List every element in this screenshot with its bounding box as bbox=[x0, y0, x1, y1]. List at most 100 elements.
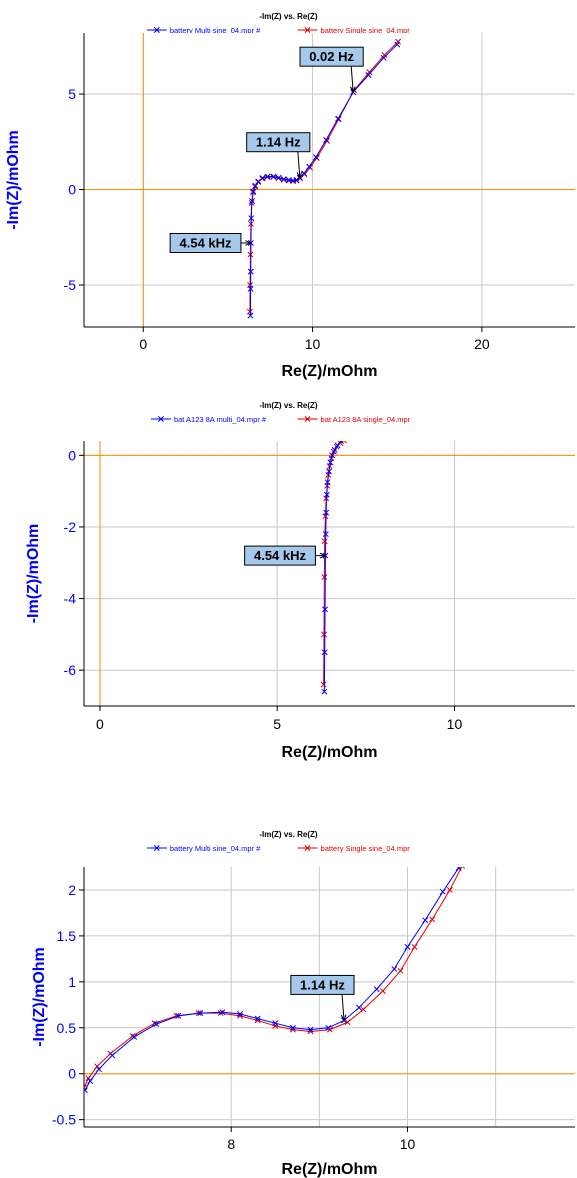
chart-3-series-2-point-22 bbox=[459, 867, 466, 870]
chart-3-series-2-point-1 bbox=[85, 1075, 92, 1082]
chart-2-xtick-label-2: 10 bbox=[447, 716, 463, 732]
chart-2-xtick-label-1: 5 bbox=[273, 716, 281, 732]
chart-3-series-1-point-4 bbox=[131, 1034, 138, 1040]
chart-2-series-1-point-0 bbox=[321, 688, 328, 695]
chart-3-series-2-point-20 bbox=[429, 916, 436, 923]
chart-2-series-1-point-7 bbox=[324, 479, 331, 486]
chart-3-legend-label-1: battery Multi sine_04.mpr # bbox=[170, 844, 261, 853]
chart-2-annotation-label-1: 4.54 kHz bbox=[254, 548, 307, 563]
chart-1-xtick-label-1: 10 bbox=[305, 336, 321, 352]
chart-1-annotation-arrowhead-1 bbox=[350, 86, 356, 94]
chart-3-series-1-point-5 bbox=[153, 1021, 160, 1028]
chart-1-series-1-point-16 bbox=[293, 177, 300, 183]
chart-2-legend-marker-1 bbox=[157, 416, 164, 422]
chart-1-legend-item-1: battery Multi sine_04.mpr # bbox=[146, 26, 261, 35]
chart-1-ytick-label-0: 5 bbox=[68, 86, 76, 102]
chart-3-series-1-point-7 bbox=[197, 1010, 204, 1017]
chart-2-series-1-point-4 bbox=[322, 531, 329, 538]
chart-1-annotation-label-2: 1.14 Hz bbox=[256, 135, 301, 150]
chart-2-series-1-point-11 bbox=[331, 446, 338, 453]
chart-1-series-1-point-25 bbox=[380, 54, 387, 61]
chart-2-series-2-point-0 bbox=[320, 681, 327, 688]
chart-3-legend-marker-2 bbox=[304, 845, 311, 851]
chart-2-legend-item-1: bat A123 8A multi_04.mpr # bbox=[150, 415, 267, 424]
chart-3-legend-item-1: battery Multi sine_04.mpr # bbox=[146, 844, 261, 853]
chart-2-annotation-box-1 bbox=[244, 545, 316, 566]
chart-1-annotation-label-1: 0.02 Hz bbox=[309, 49, 354, 64]
chart-2-title: -Im(Z) vs. Re(Z) bbox=[259, 401, 318, 410]
chart-3-series-1-point-9 bbox=[237, 1011, 243, 1017]
chart-3-series-1 bbox=[84, 867, 462, 1094]
chart-3-series-1-point-16 bbox=[356, 1004, 362, 1011]
chart-1-series-1-point-5 bbox=[249, 198, 255, 204]
chart-1-xtick-label-0: 0 bbox=[139, 336, 147, 352]
chart-1-ytick-label-2: -5 bbox=[64, 277, 77, 293]
chart-1-legend-label-2: battery Single sine_04.mpr bbox=[321, 26, 411, 35]
chart-2-legend-label-2: bat A123 8A single_04.mpr bbox=[321, 415, 411, 424]
chart-2-series-1-point-5 bbox=[323, 509, 330, 516]
chart-1-annotation-2: 1.14 Hz bbox=[246, 132, 311, 179]
chart-3-series-1-point-17 bbox=[373, 986, 380, 993]
chart-1-series-1-point-2 bbox=[247, 268, 254, 275]
chart-2-series-group bbox=[320, 441, 347, 695]
chart-3-annotation-label-1: 1.14 Hz bbox=[300, 977, 345, 992]
chart-1-annotation-box-2 bbox=[246, 132, 311, 153]
chart-3-series-1-point-12 bbox=[289, 1024, 296, 1031]
chart-2-xlabel: Re(Z)/mOhm bbox=[282, 744, 378, 761]
chart-1-series-1-point-4 bbox=[248, 215, 255, 222]
chart-3-series-2 bbox=[84, 867, 466, 1091]
chart-3-legend-marker-1 bbox=[153, 845, 160, 851]
chart-1-series-1-point-18 bbox=[301, 170, 308, 177]
chart-2-series-1-point-2 bbox=[322, 606, 329, 613]
chart-2-series-1-point-8 bbox=[326, 468, 332, 475]
chart-1-annotation-box-1 bbox=[299, 46, 364, 67]
chart-1-legend-marker-1 bbox=[153, 27, 160, 33]
chart-1-xtick-label-2: 20 bbox=[474, 336, 490, 352]
chart-1-ytick-label-1: 0 bbox=[68, 182, 76, 198]
chart-3-series-1-point-18 bbox=[391, 966, 398, 972]
chart-2-series-2-point-2 bbox=[321, 574, 328, 581]
chart-3-series-1-point-11 bbox=[272, 1020, 279, 1027]
chart-2: -Im(Z) vs. Re(Z) bat A123 8A multi_04.mpr… bbox=[25, 401, 575, 761]
chart-3-series-1-point-19 bbox=[404, 943, 411, 950]
chart-2-ylabel: -Im(Z)/mOhm bbox=[25, 524, 42, 624]
chart-3-legend-label-2: battery Single sine_04.mpr bbox=[321, 844, 411, 853]
chart-2-series-2-point-1 bbox=[321, 631, 327, 638]
chart-1-series-1-point-26 bbox=[394, 41, 401, 48]
chart-1-series-1-point-24 bbox=[365, 72, 372, 78]
chart-3-ylabel: -Im(Z)/mOhm bbox=[31, 947, 48, 1047]
chart-2-legend-item-2: bat A123 8A single_04.mpr bbox=[297, 415, 411, 424]
chart-3-ytick-label-5: -0.5 bbox=[52, 1112, 76, 1128]
chart-2-annotation-1: 4.54 kHz bbox=[244, 545, 327, 566]
chart-3-series-1-point-8 bbox=[219, 1009, 226, 1016]
chart-3-series-2-point-11 bbox=[272, 1022, 279, 1029]
chart-3-series-2-point-21 bbox=[446, 887, 453, 893]
chart-1-series-1-point-8 bbox=[255, 178, 262, 185]
chart-1-series-1-point-21 bbox=[323, 136, 330, 143]
chart-3-series-1-point-1 bbox=[87, 1078, 94, 1085]
chart-2-series-1-point-9 bbox=[327, 459, 334, 466]
chart-3-series-group bbox=[84, 867, 466, 1094]
chart-3-ytick-label-3: 0.5 bbox=[57, 1020, 77, 1036]
chart-3-annotation-1: 1.14 Hz bbox=[290, 974, 355, 1022]
chart-3-xtick-label-0: 8 bbox=[227, 1136, 235, 1152]
chart-2-legend-marker-2 bbox=[304, 416, 311, 422]
chart-1-ylabel: -Im(Z)/mOhm bbox=[5, 130, 22, 230]
chart-2-series-2-point-3 bbox=[321, 538, 328, 545]
chart-1-legend-item-2: battery Single sine_04.mpr bbox=[297, 26, 411, 35]
chart-3-series-1-point-22 bbox=[455, 867, 462, 871]
chart-3-series-2-point-4 bbox=[129, 1033, 136, 1039]
chart-1-legend-label-1: battery Multi sine_04.mpr # bbox=[170, 26, 261, 35]
chart-3-title: -Im(Z) vs. Re(Z) bbox=[259, 830, 318, 839]
chart-2-series-1-point-12 bbox=[334, 442, 341, 449]
chart-1: -Im(Z) vs. Re(Z) battery Multi sine_04.mp… bbox=[5, 12, 575, 380]
chart-3-series-1-point-3 bbox=[109, 1052, 116, 1059]
chart-3-series-1-point-10 bbox=[254, 1015, 261, 1022]
chart-1-annotation-arrowhead-3 bbox=[245, 240, 253, 246]
chart-2-series-1 bbox=[321, 441, 344, 695]
chart-1-plot-area bbox=[84, 33, 575, 327]
chart-3-series-2-point-19 bbox=[411, 943, 418, 950]
chart-3-xtick-label-1: 10 bbox=[400, 1136, 416, 1152]
chart-3-legend: battery Multi sine_04.mpr # battery Singl… bbox=[146, 844, 411, 853]
chart-3-xlabel: Re(Z)/mOhm bbox=[282, 1161, 378, 1178]
